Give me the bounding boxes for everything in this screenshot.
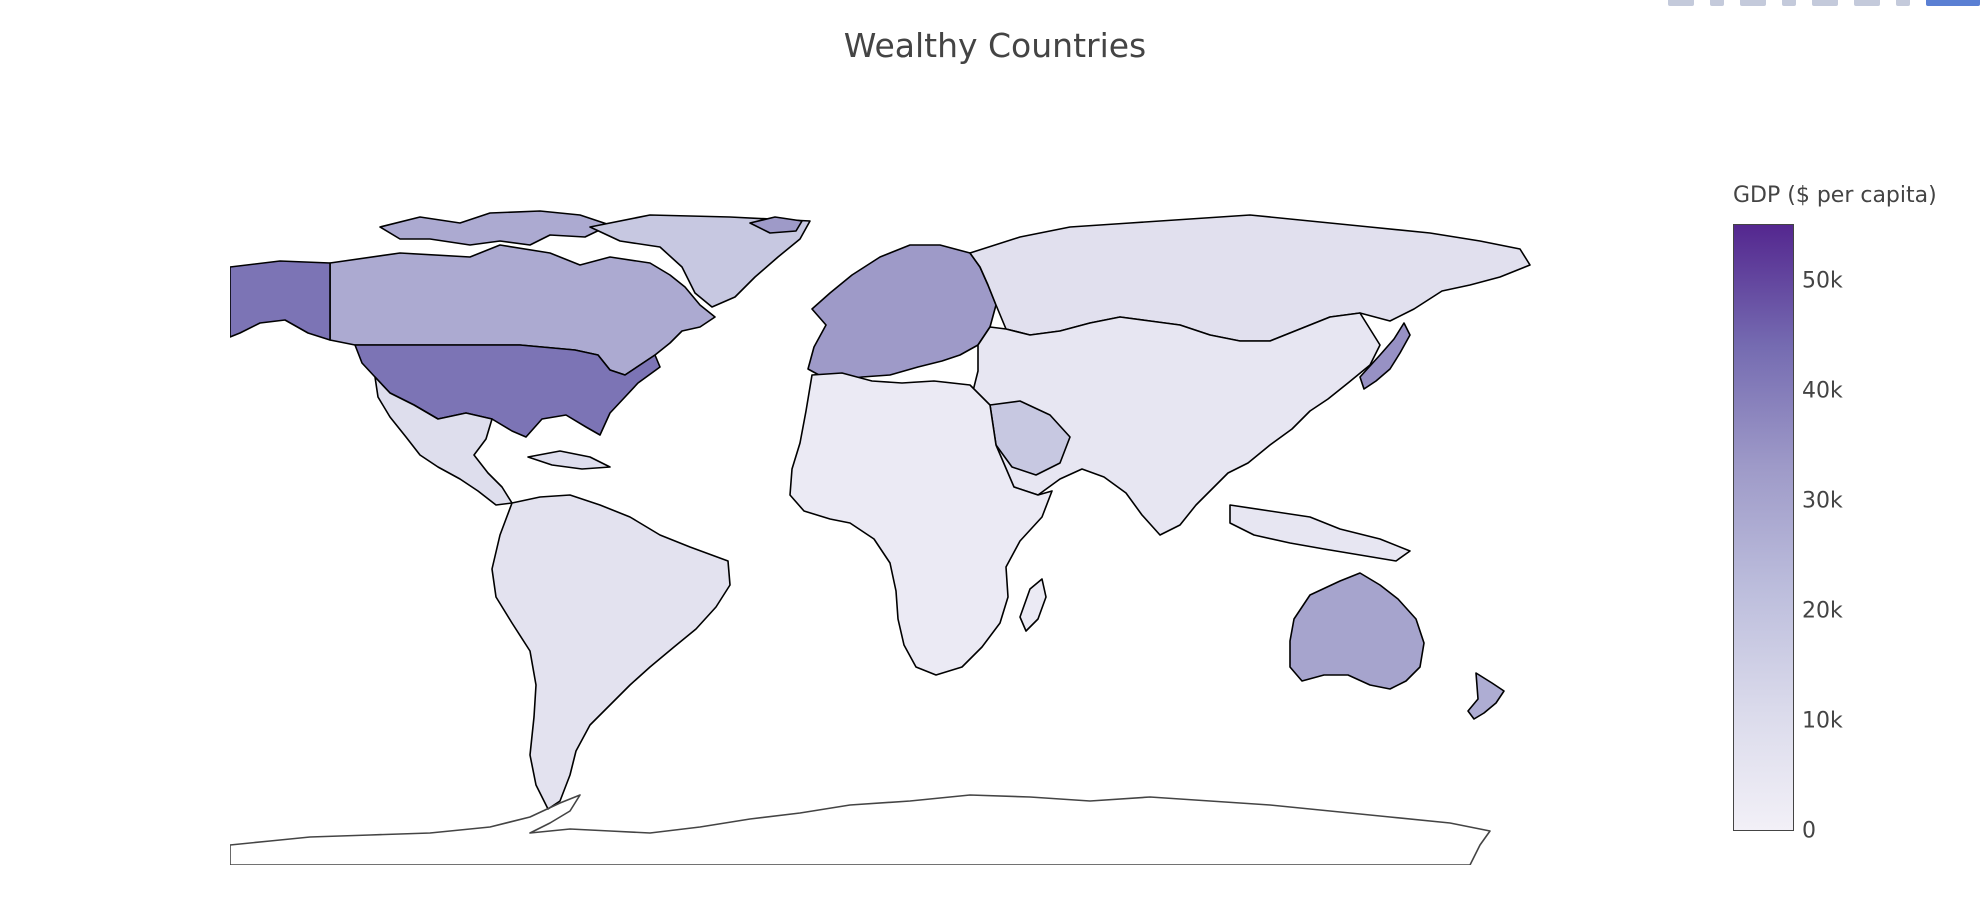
colorbar-tick-20k: 20k bbox=[1802, 598, 1843, 624]
region-mexico[interactable] bbox=[374, 376, 513, 506]
region-europe[interactable] bbox=[807, 244, 997, 382]
region-arctic-islands[interactable] bbox=[379, 210, 611, 246]
colorbar-tick-30k: 30k bbox=[1802, 488, 1843, 514]
region-alaska[interactable] bbox=[230, 260, 331, 341]
region-antarctica[interactable] bbox=[230, 794, 1491, 865]
region-japan[interactable] bbox=[1359, 322, 1411, 390]
lasso-icon[interactable] bbox=[1812, 0, 1838, 6]
world-map[interactable] bbox=[230, 205, 1620, 865]
colorbar-tick-0: 0 bbox=[1802, 818, 1816, 844]
region-se-asia-islands[interactable] bbox=[1229, 504, 1411, 562]
modebar bbox=[1668, 0, 1980, 8]
hover-icon[interactable] bbox=[1896, 0, 1910, 6]
region-greenland[interactable] bbox=[589, 214, 811, 308]
region-russia[interactable] bbox=[969, 214, 1531, 342]
plotly-logo-icon[interactable] bbox=[1926, 0, 1980, 6]
region-arabia[interactable] bbox=[989, 400, 1071, 476]
colorbar-tick-50k: 50k bbox=[1802, 268, 1843, 294]
map-svg[interactable] bbox=[230, 205, 1620, 865]
region-africa[interactable] bbox=[789, 372, 1053, 676]
region-new-zealand[interactable] bbox=[1467, 672, 1505, 720]
select-icon[interactable] bbox=[1782, 0, 1796, 6]
region-south-america[interactable] bbox=[491, 494, 731, 810]
colorbar-tick-40k: 40k bbox=[1802, 378, 1843, 404]
colorbar-tick-10k: 10k bbox=[1802, 708, 1843, 734]
region-caribbean[interactable] bbox=[527, 450, 611, 470]
pan-icon[interactable] bbox=[1740, 0, 1766, 6]
camera-icon[interactable] bbox=[1668, 0, 1694, 6]
colorbar bbox=[1733, 224, 1794, 831]
region-iceland[interactable] bbox=[749, 216, 803, 234]
colorbar-title: GDP ($ per capita) bbox=[1733, 183, 1937, 208]
region-madagascar[interactable] bbox=[1019, 578, 1047, 632]
chart-title: Wealthy Countries bbox=[843, 26, 1147, 65]
home-icon[interactable] bbox=[1854, 0, 1880, 6]
zoom-icon[interactable] bbox=[1710, 0, 1724, 6]
region-australia[interactable] bbox=[1289, 572, 1425, 690]
